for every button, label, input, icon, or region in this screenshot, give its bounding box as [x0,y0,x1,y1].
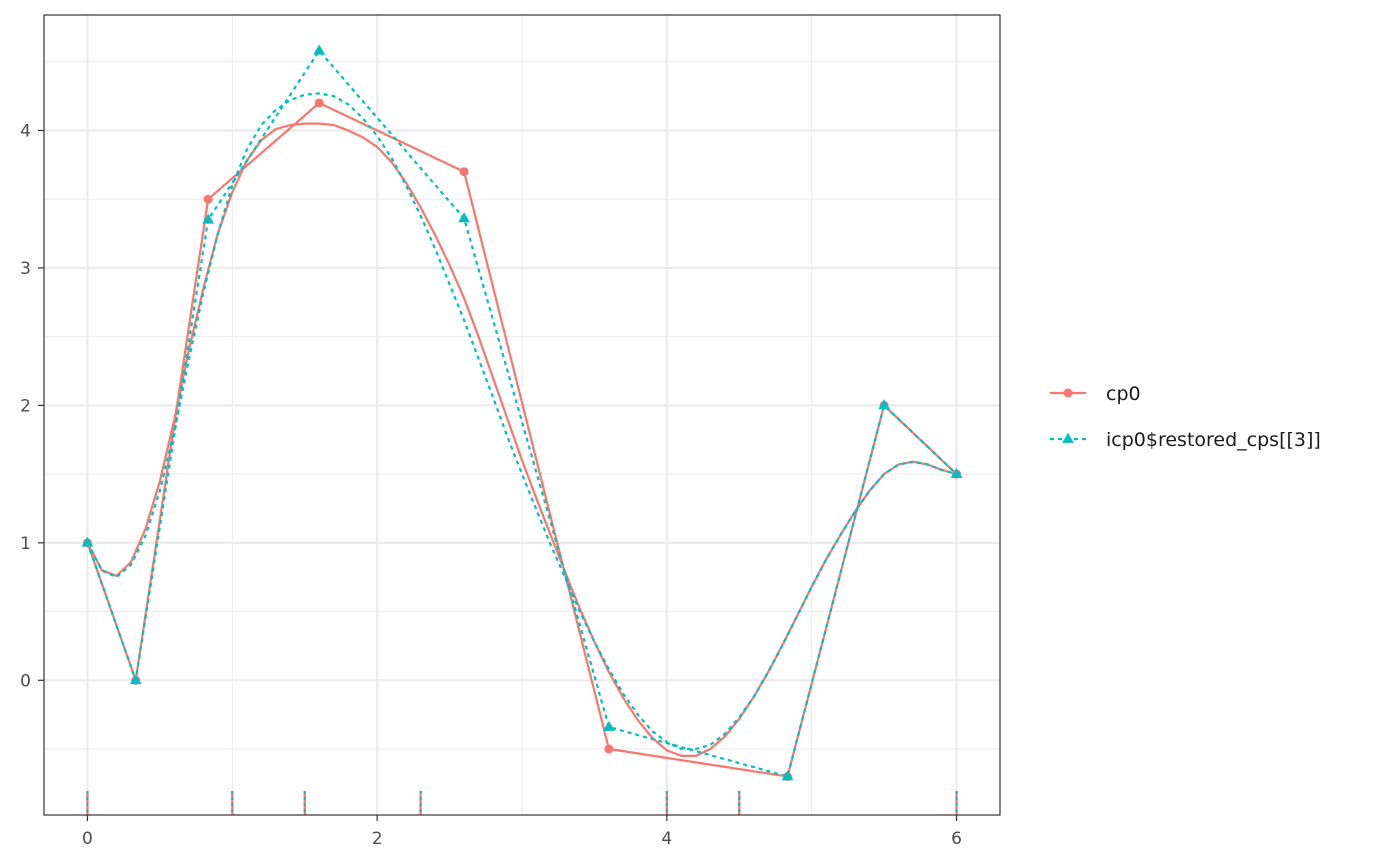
legend-key-marker [1062,432,1074,443]
series-restored-point [878,399,891,410]
series-cp0-point [314,98,324,108]
series-restored-curve [86,92,957,751]
series-cp0-point [604,744,614,754]
series-cp0-point [459,167,469,177]
series-cp0-curve [86,122,957,757]
series-layer [81,44,963,782]
series-restored-point [129,674,142,685]
legend: cp0 icp0$restored_cps[[3]] [1050,383,1321,451]
series-restored-point [950,467,963,478]
series-restored-point [81,536,94,547]
x-tick-label: 2 [372,829,383,849]
legend-label: cp0 [1106,383,1141,405]
series-restored-point [202,213,215,224]
series-restored-point [458,212,470,223]
x-tick-label: 4 [661,829,672,849]
legend-label: icp0$restored_cps[[3]] [1106,429,1321,451]
y-tick-label: 0 [20,671,31,691]
series-cp0-point [203,194,213,204]
y-tick-label: 1 [20,534,31,554]
grid-minor [44,15,1000,815]
rug-layer [86,791,958,815]
y-tick-labels: 0 1 2 3 4 [20,121,31,691]
y-tick-label: 3 [20,259,31,279]
x-tick-label: 0 [82,829,93,849]
x-tick-label: 6 [951,829,962,849]
series-restored-point [781,770,794,781]
axis-ticks [38,129,958,821]
legend-key-cp0 [1050,388,1086,398]
series-restored-point [603,720,615,731]
series-restored-point [313,44,326,55]
legend-key-restored [1050,432,1086,443]
legend-key-marker [1063,388,1073,398]
y-tick-label: 2 [20,396,31,416]
y-tick-label: 4 [20,121,31,141]
x-tick-labels: 0 2 4 6 [82,829,962,849]
plot-border [43,14,1001,816]
